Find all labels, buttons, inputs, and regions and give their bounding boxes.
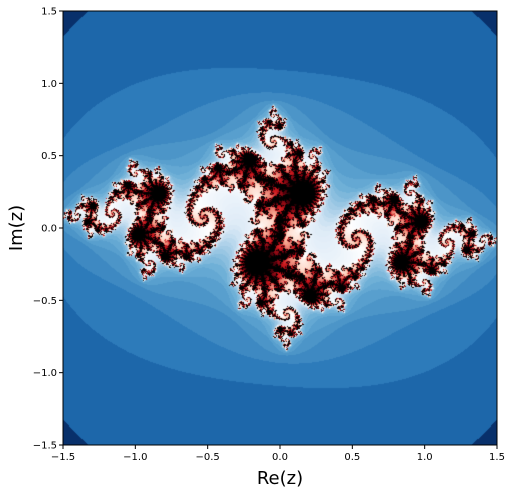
x-tick-label: 1.0	[417, 452, 433, 463]
y-tick-label: −0.5	[33, 296, 57, 307]
x-tick-label: 0.5	[344, 452, 360, 463]
y-tick-label: 0.0	[41, 224, 57, 235]
julia-set-fractal-image	[63, 11, 497, 445]
y-tick-label: 0.5	[41, 151, 57, 162]
y-axis: −1.5 −1.0 −0.5 0.0 0.5 1.0 1.5	[33, 7, 63, 452]
x-axis: −1.5 −1.0 −0.5 0.0 0.5 1.0 1.5	[51, 445, 505, 463]
y-tick-label: −1.5	[33, 441, 57, 452]
y-tick-label: −1.0	[33, 368, 57, 379]
y-tick-label: 1.0	[41, 79, 57, 90]
fractal-image-container	[63, 11, 497, 445]
plot-area	[62, 10, 498, 446]
x-tick-label: 1.5	[489, 452, 505, 463]
x-tick-label: −0.5	[196, 452, 220, 463]
x-tick-label: 0.0	[272, 452, 288, 463]
y-axis-label: Im(z)	[6, 205, 27, 251]
y-tick-label: 1.5	[41, 7, 57, 18]
x-tick-label: −1.0	[123, 452, 147, 463]
x-tick-label: −1.5	[51, 452, 75, 463]
x-axis-label: Re(z)	[257, 468, 303, 489]
